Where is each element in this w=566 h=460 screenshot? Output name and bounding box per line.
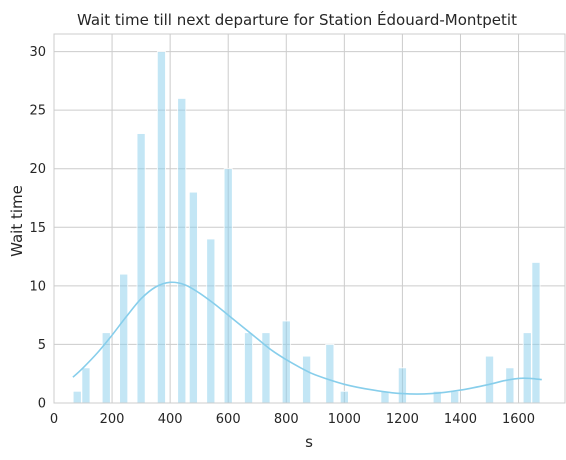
y-axis-ticks: 0 5 10 15 20 25 30	[29, 45, 46, 411]
x-tick-label: 200	[100, 412, 125, 427]
y-tick-label: 25	[29, 104, 46, 119]
y-tick-label: 20	[29, 162, 46, 177]
x-tick-label: 0	[50, 412, 58, 427]
histogram-bar	[177, 98, 187, 404]
histogram-bar	[339, 390, 349, 404]
histogram-bar	[136, 133, 146, 404]
histogram-bar	[81, 367, 91, 404]
histogram-bar	[450, 390, 460, 404]
y-tick-label: 10	[29, 279, 46, 294]
histogram-bar	[119, 273, 129, 404]
y-tick-label: 5	[38, 338, 46, 353]
histogram-bar	[223, 168, 233, 404]
histogram-bar	[206, 238, 216, 404]
chart-title: Wait time till next departure for Statio…	[77, 10, 517, 29]
histogram-bar	[188, 191, 198, 404]
y-tick-label: 0	[38, 397, 46, 412]
x-tick-label: 1400	[444, 412, 477, 427]
x-tick-label: 800	[274, 412, 299, 427]
histogram-bar	[72, 390, 82, 404]
x-tick-label: 400	[158, 412, 183, 427]
histogram-bar	[397, 367, 407, 404]
histogram-bar	[522, 332, 532, 404]
x-axis-label: s	[305, 433, 313, 451]
x-axis-ticks: 0 200 400 600 800 1000 1200 1400 1600	[50, 412, 535, 427]
histogram-bar	[325, 344, 335, 404]
plot-frame	[53, 33, 566, 404]
histogram-bar	[485, 355, 494, 404]
x-tick-label: 1200	[386, 412, 419, 427]
histogram-bar	[302, 355, 312, 404]
x-tick-label: 1000	[328, 412, 361, 427]
histogram-bar	[156, 51, 166, 404]
kde-curve	[72, 281, 542, 395]
y-tick-label: 15	[29, 221, 46, 236]
histogram-bars	[72, 51, 541, 404]
histogram-bar	[380, 390, 390, 404]
x-tick-label: 600	[216, 412, 241, 427]
histogram-bar	[531, 262, 541, 404]
histogram-bar	[505, 367, 515, 404]
histogram-bar	[244, 332, 253, 404]
x-tick-label: 1600	[502, 412, 535, 427]
y-axis-label: Wait time	[8, 185, 26, 257]
y-tick-label: 30	[29, 45, 46, 60]
